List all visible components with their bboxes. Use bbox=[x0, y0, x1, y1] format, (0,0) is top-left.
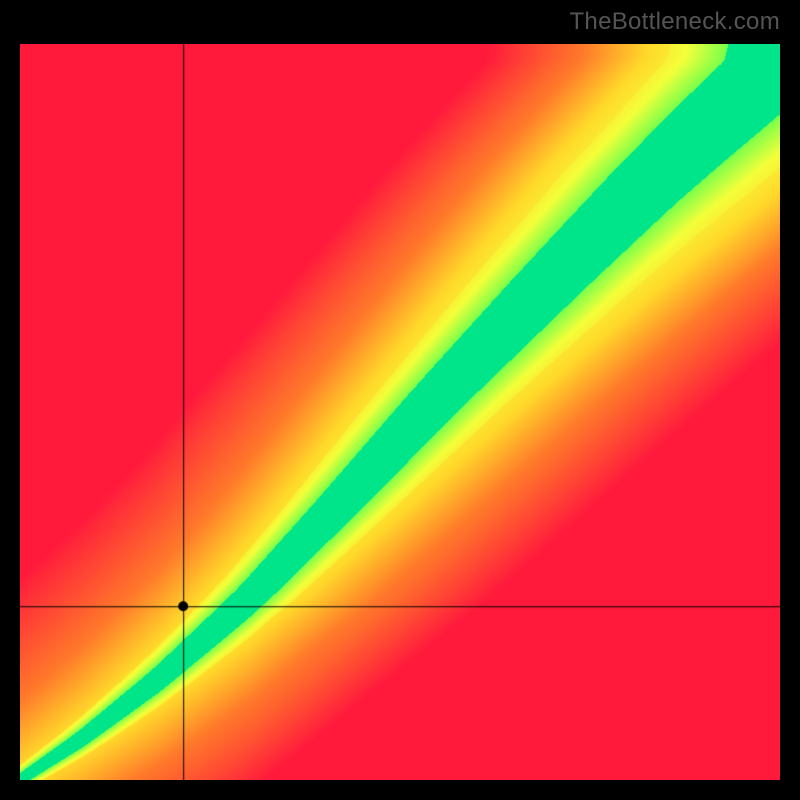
watermark-label: TheBottleneck.com bbox=[569, 8, 780, 36]
chart-container: TheBottleneck.com bbox=[0, 0, 800, 800]
crosshair-overlay bbox=[20, 44, 780, 780]
